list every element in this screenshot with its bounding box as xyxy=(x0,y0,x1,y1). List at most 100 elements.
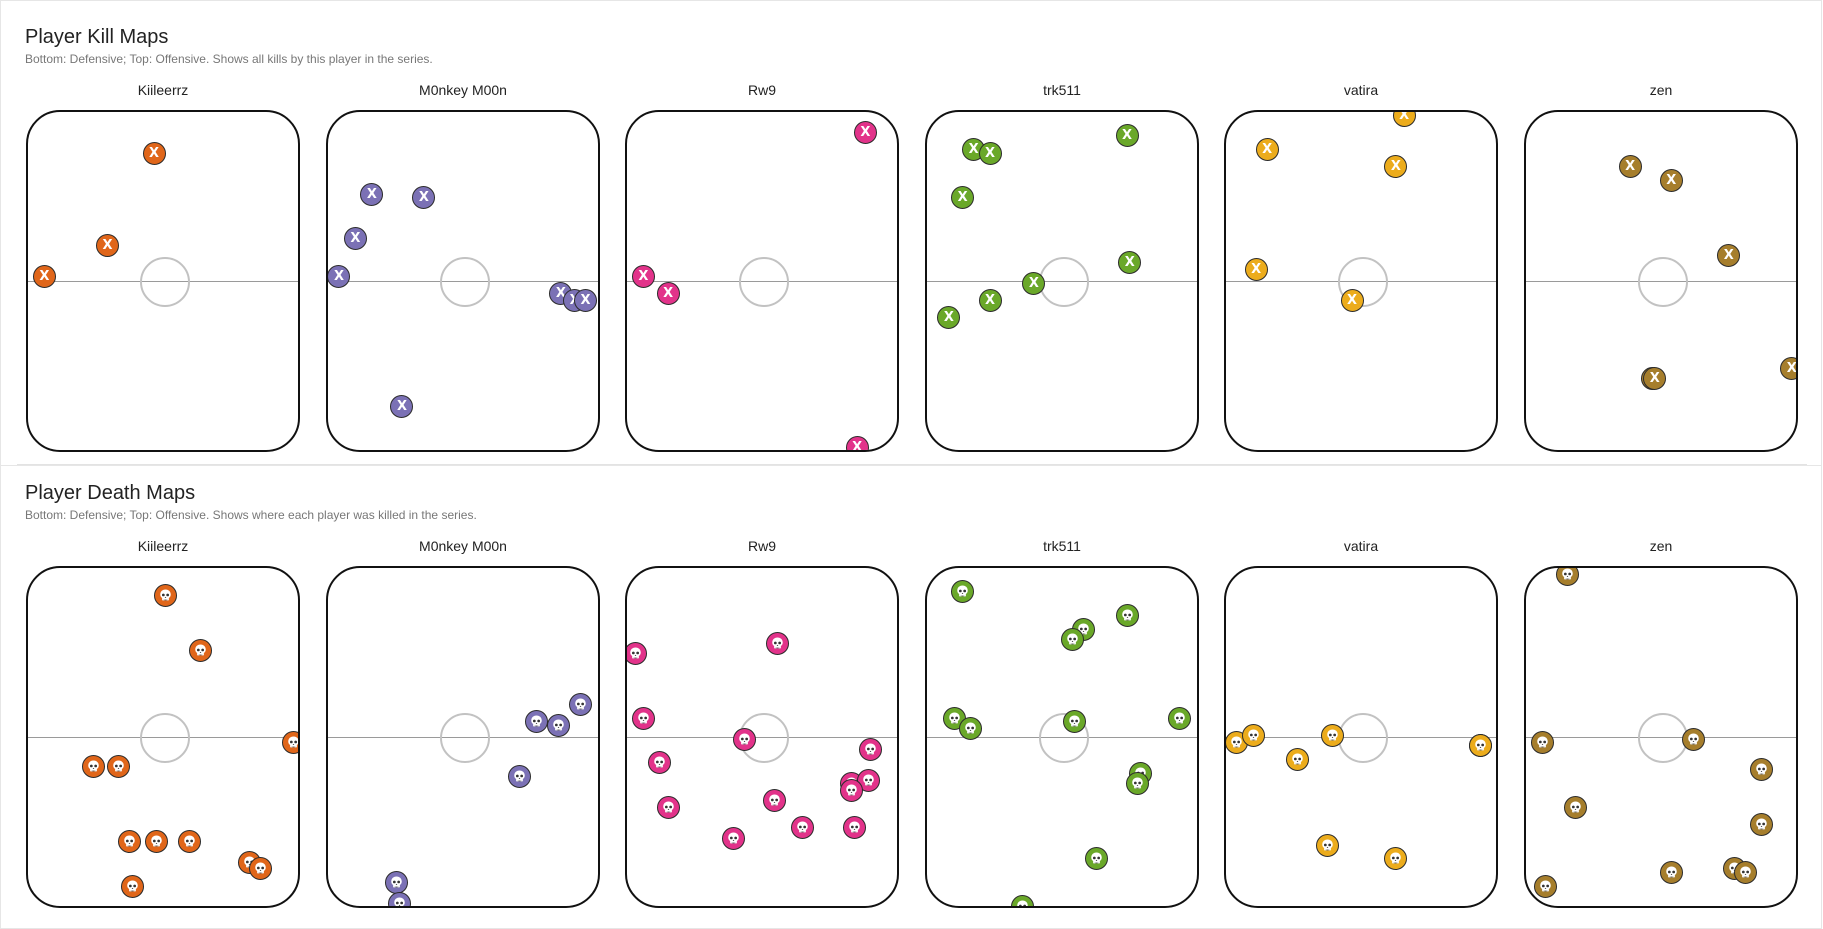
x-icon: X xyxy=(937,305,961,329)
x-icon: X xyxy=(1643,367,1667,391)
skull-icon xyxy=(1063,710,1087,734)
skull-icon xyxy=(1060,628,1084,652)
x-icon: X xyxy=(1717,244,1741,268)
x-icon: X xyxy=(343,227,367,251)
player-name: M0nkey M00n xyxy=(419,538,507,554)
skull-icon xyxy=(1733,860,1757,884)
skull-icon xyxy=(627,642,647,665)
skull-icon xyxy=(106,754,130,778)
x-icon: X xyxy=(951,186,975,209)
x-icon: X xyxy=(1340,288,1364,312)
skull-icon xyxy=(1115,604,1139,628)
x-icon: X xyxy=(1392,112,1416,127)
death-maps-title: Player Death Maps xyxy=(25,482,196,504)
skull-icon xyxy=(631,706,655,730)
x-icon: X xyxy=(656,281,680,305)
player-name: M0nkey M00n xyxy=(419,82,507,98)
rink-field: X X X xyxy=(26,110,300,452)
x-icon: X xyxy=(390,394,414,418)
kill-maps-subtitle: Bottom: Defensive; Top: Offensive. Shows… xyxy=(25,52,433,66)
skull-icon xyxy=(951,580,975,604)
skull-icon xyxy=(1167,706,1191,730)
center-circle xyxy=(440,713,490,763)
x-icon: X xyxy=(328,264,351,288)
skull-icon xyxy=(1011,895,1035,906)
skull-icon xyxy=(145,830,169,854)
x-icon: X xyxy=(1618,155,1642,179)
skull-icon xyxy=(1126,771,1150,795)
rink-field xyxy=(326,566,600,908)
x-icon: X xyxy=(1244,257,1268,281)
skull-icon xyxy=(1555,568,1579,587)
x-icon: X xyxy=(1022,271,1046,295)
player-name: zen xyxy=(1649,538,1673,554)
skull-icon xyxy=(387,891,411,906)
skull-icon xyxy=(178,830,202,854)
skull-icon xyxy=(648,751,672,775)
x-icon: X xyxy=(1659,168,1683,192)
x-icon: X xyxy=(412,186,436,209)
center-circle xyxy=(1338,713,1388,763)
skull-icon xyxy=(117,830,141,854)
center-circle xyxy=(1039,713,1089,763)
x-icon: X xyxy=(95,233,119,257)
center-circle xyxy=(140,713,190,763)
center-circle xyxy=(440,257,490,307)
x-icon: X xyxy=(1118,250,1142,274)
x-icon: X xyxy=(631,264,655,288)
skull-icon xyxy=(385,871,408,895)
skull-icon xyxy=(189,638,213,662)
x-icon: X xyxy=(142,141,166,165)
center-circle xyxy=(1638,713,1688,763)
skull-icon xyxy=(766,631,790,655)
x-icon: X xyxy=(1255,138,1279,162)
skull-icon xyxy=(546,713,570,737)
player-name: Kiileerrz xyxy=(137,82,189,98)
player-name: Rw9 xyxy=(747,538,776,554)
x-icon: X xyxy=(978,141,1002,165)
skull-icon xyxy=(733,727,757,751)
skull-icon xyxy=(508,765,532,789)
rink-field xyxy=(1524,566,1798,908)
player-name: vatira xyxy=(1343,82,1379,98)
rink-field xyxy=(26,566,300,908)
skull-icon xyxy=(1469,734,1493,758)
x-icon: X xyxy=(360,182,384,206)
kill-maps-title: Player Kill Maps xyxy=(25,26,169,48)
skull-icon xyxy=(859,737,883,761)
skull-icon xyxy=(82,754,106,778)
player-name: zen xyxy=(1649,82,1673,98)
skull-icon xyxy=(1321,724,1345,748)
skull-icon xyxy=(1085,847,1109,871)
skull-icon xyxy=(1750,758,1774,782)
center-circle xyxy=(739,257,789,307)
skull-icon xyxy=(120,874,144,898)
skull-icon xyxy=(1241,724,1265,748)
skull-icon xyxy=(1315,833,1339,857)
skull-icon xyxy=(249,857,273,881)
player-name: trk511 xyxy=(1043,82,1081,98)
x-icon: X xyxy=(574,288,598,312)
center-circle xyxy=(1638,257,1688,307)
section-divider xyxy=(17,464,1807,465)
skull-icon xyxy=(1681,727,1705,751)
skull-icon xyxy=(656,795,680,819)
skull-icon xyxy=(1533,874,1557,898)
skull-icon xyxy=(568,693,592,717)
death-maps-panel xyxy=(0,466,1822,929)
skull-icon xyxy=(722,826,746,850)
skull-icon xyxy=(1285,748,1309,772)
x-icon: X xyxy=(978,288,1002,312)
x-icon: X xyxy=(845,435,869,450)
rink-field xyxy=(625,566,899,908)
center-circle xyxy=(1039,257,1089,307)
skull-icon xyxy=(1384,847,1408,871)
skull-icon xyxy=(840,778,864,802)
x-icon: X xyxy=(1384,155,1408,179)
skull-icon xyxy=(1750,813,1774,836)
rink-field xyxy=(925,566,1199,908)
